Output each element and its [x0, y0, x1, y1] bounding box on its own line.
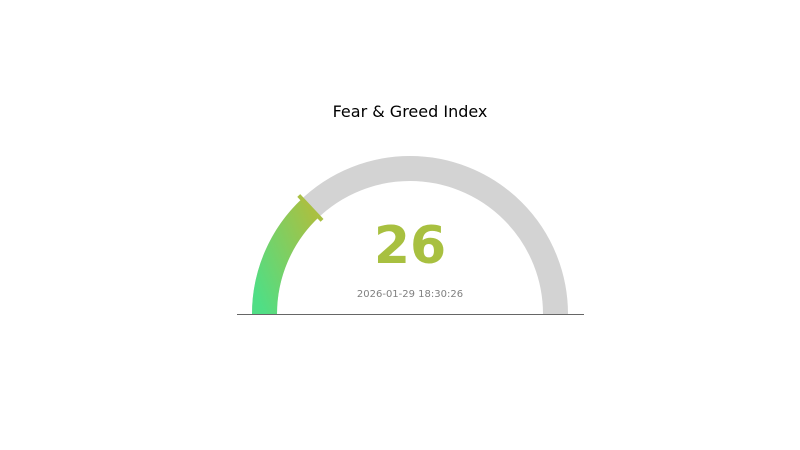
timestamp-label: 2026-01-29 18:30:26	[357, 289, 463, 300]
gauge-value-marker	[297, 194, 324, 222]
gauge-value-arc	[252, 198, 320, 315]
gauge-value-label: 26	[374, 216, 446, 276]
chart-title: Fear & Greed Index	[332, 102, 488, 121]
